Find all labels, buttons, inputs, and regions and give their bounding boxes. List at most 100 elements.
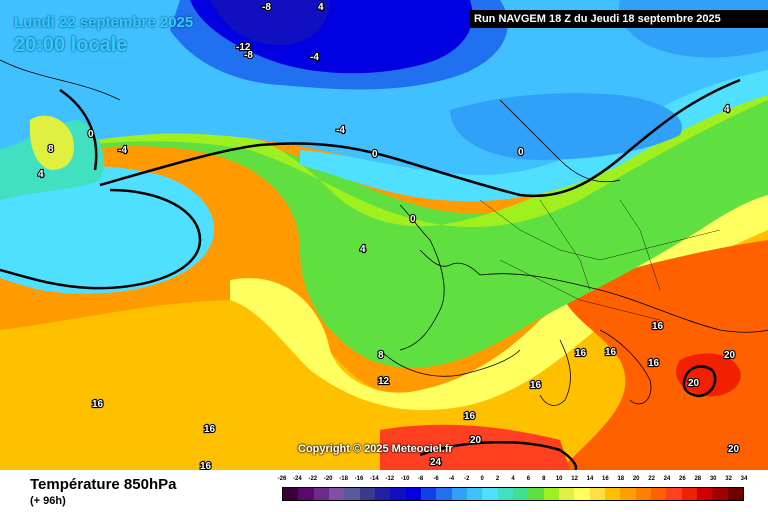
run-banner: Run NAVGEM 18 Z du Jeudi 18 septembre 20… [470,10,768,28]
label-5: 8 [48,144,54,155]
legend-labels: -26 -24 -22 -20 -18 -16 -14 -12 -10 -8 -6 -4 -2 0 2 4 6 8… [278,476,748,487]
label-23: 16 [575,348,587,359]
zone-light-cyan [300,70,768,202]
legend-label: -14 [370,476,379,482]
legend-swatch [359,488,375,500]
label-28: 16 [648,358,660,369]
legend-label: 28 [694,476,702,482]
label-29: 20 [724,350,736,361]
legend-swatch [604,488,621,500]
legend-label: 4 [511,476,515,482]
legend-label: -16 [354,476,364,482]
isotherm-zero-north [59,88,98,171]
label-16: 16 [92,399,104,410]
zone-greenland-yellow [29,115,74,170]
borders [479,199,721,321]
legend-swatch [620,488,636,500]
label-26: 20 [688,378,700,389]
legend-swatch [482,488,498,500]
legend-label: -10 [400,476,410,482]
legend-swatch [528,488,544,500]
legend-label: -20 [323,476,333,482]
legend-swatch [313,488,329,500]
legend-label: 8 [542,476,546,482]
legend-label: 18 [617,476,625,482]
legend-label: 2 [495,476,500,482]
legend-swatch [666,488,682,500]
legend-swatch [512,488,529,500]
legend-swatch [283,488,299,500]
legend-swatch [589,488,605,500]
label-19: 20 [470,435,482,446]
zone-light-green [0,80,768,227]
zone-green [0,90,768,369]
label-14: 8 [378,350,384,361]
legend-swatch [466,488,483,500]
zone-light-yellow [230,190,768,411]
legend-label: 34 [740,476,748,482]
legend-swatch [574,488,590,500]
isotherm-labels: -8 -12 -8 -4 0 8 4 -4 -4 0 0 4 0 4 8 12 … [37,1,741,470]
legend-label: -12 [385,476,395,482]
legend-label: 12 [571,476,578,482]
legend-swatch [390,488,406,500]
legend-label: -2 [464,476,470,482]
legend-label: -26 [277,476,287,482]
label-8: -4 [336,125,345,136]
label-22: 16 [530,380,542,391]
label-1: -12 [236,42,251,53]
label-10: 0 [518,147,524,158]
label-27: 20 [728,444,740,455]
legend-label: 20 [632,476,640,482]
zone-blue-scandinavia [450,93,682,160]
label-17: 16 [204,424,216,435]
legend-swatch [712,488,728,500]
isotherm-zero-west [0,188,202,290]
legend-swatch [374,488,391,500]
zone-red-southeast [560,240,768,470]
legend-label: 16 [602,476,609,482]
legend-label: -8 [417,476,424,482]
field-name: Température 850hPa [30,476,177,493]
label-21: 16 [464,411,476,422]
label-0: -8 [262,2,271,13]
temperature-map: -8 -12 -8 -4 0 8 4 -4 -4 0 0 4 0 4 8 12 … [0,0,768,470]
isotherm-twenty-east [682,365,717,398]
legend-swatch [344,488,360,500]
legend-label: 0 [480,476,484,482]
zone-dark-red [676,353,741,397]
legend-swatch [328,488,345,500]
label-3: -4 [310,52,319,63]
zone-red-south [380,424,570,470]
legend-swatch [497,488,513,500]
legend-swatch [696,488,713,500]
isotherm-zero [99,78,741,198]
forecast-date: Lundi 22 septembre 2025 [14,14,194,31]
legend-label: 26 [679,476,686,482]
legend-label: 6 [526,476,531,482]
label-12: 0 [410,214,416,225]
legend-label: 10 [555,476,563,482]
legend-swatch [727,488,743,500]
legend-swatch [650,488,667,500]
lead-time: (+ 96h) [30,495,66,507]
legend-label: 24 [663,476,671,482]
legend-label: -6 [433,476,439,482]
label-30: 4 [318,2,324,13]
zone-darkest-blue [210,0,330,45]
label-4: 0 [88,129,94,140]
legend-label: 30 [709,476,717,482]
legend-swatch [681,488,697,500]
legend-swatch [420,488,437,500]
legend-swatch [298,488,314,500]
legend-label: -18 [339,476,348,482]
footer: Température 850hPa (+ 96h) -26 -24 -22 -20-… [0,470,768,512]
legend-label: -24 [293,476,302,482]
coastlines [0,59,768,406]
legend-swatch [436,488,452,500]
legend-label: 32 [725,476,732,482]
label-13: 4 [360,244,366,255]
legend-swatch [558,488,575,500]
legend-label: 22 [648,476,655,482]
color-legend: -26 -24 -22 -20 -18 -16 -14 -12 -10 -8 -6 -4 -2 0 2 4 6 8… [278,476,748,501]
